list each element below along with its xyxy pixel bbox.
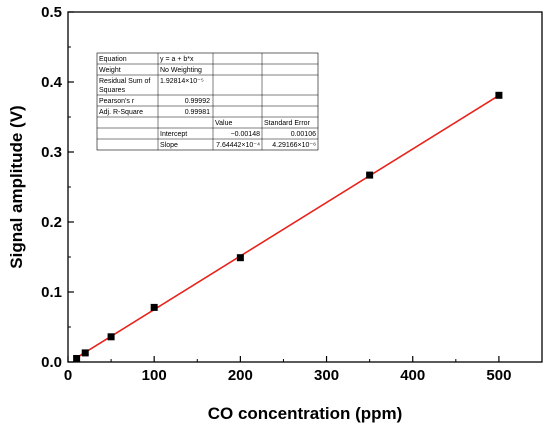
fit-table-cell: Value: [215, 120, 232, 127]
data-points: [73, 91, 503, 362]
data-point: [81, 349, 89, 357]
fit-table-cell: Squares: [99, 87, 126, 94]
y-tick-label: 0.1: [41, 284, 62, 301]
y-tick-label: 0.5: [41, 4, 62, 21]
data-point: [150, 303, 158, 311]
fit-table-cell: Adj. R-Square: [99, 109, 143, 116]
fit-table-cell: Equation: [99, 56, 127, 63]
fit-table-cell: −0.00148: [231, 131, 260, 138]
fit-table-cell: 0.99992: [185, 98, 210, 105]
fit-table-frame: [96, 52, 319, 151]
y-tick-label: 0.0: [41, 354, 62, 371]
fit-table-cell: Pearson's r: [99, 98, 135, 105]
data-point: [366, 171, 374, 179]
x-tick-label: 400: [400, 367, 425, 384]
fit-table-cell: y = a + b*x: [160, 56, 194, 63]
fit-line: [76, 94, 500, 359]
x-axis: 0 100 200 300 400 500: [64, 356, 511, 384]
fit-table-cell: Slope: [160, 142, 178, 149]
fit-table-cell: 4.29166×10⁻⁶: [272, 142, 316, 149]
data-point: [107, 333, 115, 341]
y-axis-title: Signal amplitude (V): [7, 105, 26, 268]
fit-table-cell: No Weighting: [160, 67, 202, 74]
x-axis-title: CO concentration (ppm): [208, 404, 403, 423]
x-tick-label: 500: [486, 367, 511, 384]
fit-table-cell: Residual Sum of: [99, 78, 150, 85]
y-tick-label: 0.2: [41, 214, 62, 231]
fit-result-table: Equation y = a + b*x Weight No Weighting Res…: [96, 52, 319, 151]
fit-table-cell: 0.00106: [291, 131, 316, 138]
x-tick-label: 100: [142, 367, 167, 384]
data-point: [495, 91, 503, 99]
fit-table-cell: Standard Error: [264, 120, 311, 127]
x-tick-label: 0: [64, 367, 72, 384]
y-tick-label: 0.3: [41, 144, 62, 161]
fit-table-cell: 1.92814×10⁻⁵: [160, 78, 204, 85]
data-point: [236, 254, 244, 262]
y-tick-label: 0.4: [41, 74, 63, 91]
x-tick-label: 200: [228, 367, 253, 384]
fit-table-cell: 7.64442×10⁻⁴: [216, 142, 260, 149]
fit-table-cell: Intercept: [160, 131, 187, 138]
fit-table-cell: Weight: [99, 67, 121, 74]
x-tick-label: 300: [314, 367, 339, 384]
fit-table-cell: 0.99981: [185, 109, 210, 116]
y-axis: 0.0 0.1 0.2 0.3 0.4 0.5: [41, 4, 74, 371]
data-point: [73, 355, 81, 362]
